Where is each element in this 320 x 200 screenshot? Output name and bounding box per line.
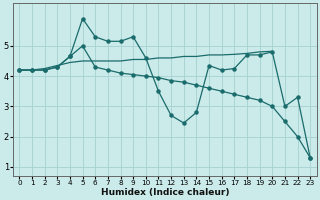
X-axis label: Humidex (Indice chaleur): Humidex (Indice chaleur) bbox=[100, 188, 229, 197]
